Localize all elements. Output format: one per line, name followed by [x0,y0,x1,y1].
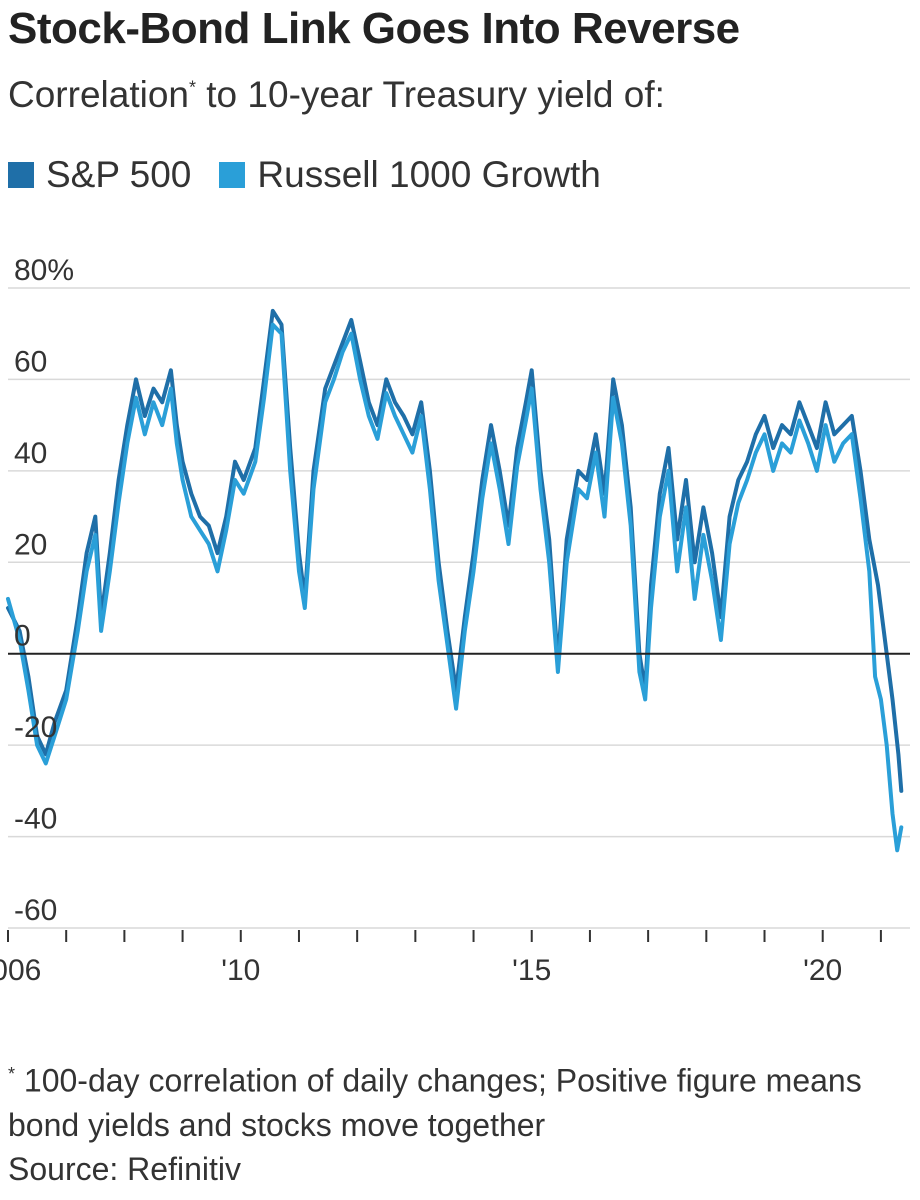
legend-swatch-russell [219,162,246,188]
x-tick-label: 2006 [0,954,41,987]
footnote-text: 100-day correlation of daily changes; Po… [8,1062,862,1143]
subtitle-prefix: Correlation [8,74,189,115]
y-tick-label: 20 [14,528,47,561]
subtitle-footnote-marker: * [188,77,196,98]
legend-item-russell: Russell 1000 Growth [219,154,601,196]
y-tick-label: -40 [14,803,57,836]
axis-layer: 80% 60 40 20 0 -20 -40 -60 2006 '10 '15 '20 [0,254,882,987]
y-tick-label: 60 [14,345,47,378]
series-layer [6,308,904,853]
grid-layer [8,287,910,929]
legend-swatch-sp500 [8,162,34,188]
series-line-sp500 [6,308,904,793]
line-chart: 80% 60 40 20 0 -20 -40 -60 2006 '10 '15 '20 [0,254,910,987]
y-tick-label: 40 [14,437,47,470]
footnote: * 100-day correlation of daily changes; … [8,1052,913,1191]
chart-title: Stock-Bond Link Goes Into Reverse [8,4,740,53]
legend-label-russell: Russell 1000 Growth [257,154,601,195]
x-tick-label: '15 [512,954,551,987]
x-tick-label: '10 [221,954,260,987]
footnote-note: * 100-day correlation of daily changes; … [8,1052,913,1147]
legend-label-sp500: S&P 500 [46,154,192,195]
source-text: Source: Refinitiv [8,1150,241,1187]
y-tick-label: -20 [14,711,57,744]
x-tick-label: '20 [803,954,842,987]
y-tick-label: -60 [14,894,57,927]
chart-subtitle: Correlation* to 10-year Treasury yield o… [8,74,665,116]
series-line-russell [6,322,904,853]
footnote-marker: * [8,1064,16,1084]
legend-item-sp500: S&P 500 [8,154,191,196]
y-tick-label: 0 [14,620,31,653]
chart-legend: S&P 500 Russell 1000 Growth [8,154,629,196]
y-tick-label: 80% [14,254,74,287]
subtitle-suffix: to 10-year Treasury yield of: [196,74,665,115]
